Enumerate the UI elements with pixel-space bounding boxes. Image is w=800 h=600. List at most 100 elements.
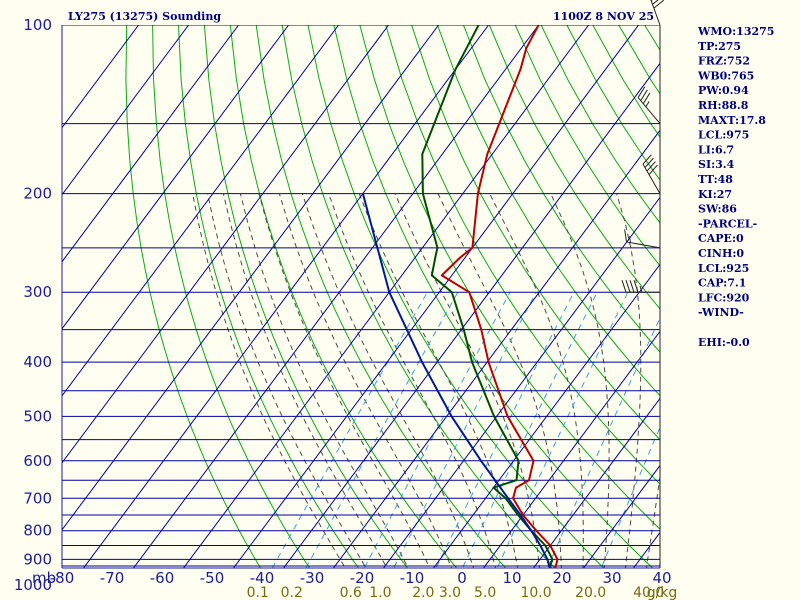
pressure-tick-label: 700 [23,489,52,507]
moist-adiabat [358,193,519,568]
pressure-tick-label: 1000 [14,576,52,594]
dry-adiabat [437,25,660,397]
index-value: PW:0.94 [698,84,749,97]
wind-barbs [621,0,665,568]
wind-barb-flag [621,280,627,293]
temperature-tick-label: -80 [50,569,75,587]
isotherm [132,25,540,568]
temperature-tick-label: 40 [652,569,671,587]
temperature-tick-label: 0 [457,569,467,587]
index-value: RH:88.8 [698,99,749,112]
index-value: CAPE:0 [698,232,744,245]
index-value: WB0:765 [697,69,754,82]
dry-adiabat [592,25,660,138]
mixing-ratio-label: 2.0 [412,585,434,600]
index-value: LCL:925 [698,262,749,275]
wind-barb-flag [642,92,651,104]
dry-adiabat [203,25,409,568]
moist-adiabat [550,193,610,568]
mixing-ratio-label: 10.0 [520,585,551,600]
dry-adiabat [178,25,360,568]
pressure-tick-label: 100 [23,16,52,34]
pressure-tick-label: 200 [23,185,52,203]
pressure-tick-label: 300 [23,283,52,301]
dewpoint-line [421,25,554,568]
wind-barb-flag [648,164,658,175]
mixing-ratio-label: 5.0 [474,585,496,600]
mixing-ratio-line [271,291,428,568]
mixing-ratio-label: 1.0 [369,585,391,600]
moist-adiabat [328,193,497,568]
wind-barb-flag [625,280,631,293]
dry-adiabat [540,25,660,224]
parcel-line [361,193,553,568]
series-layer [361,25,559,568]
wind-barb-flag [652,0,659,5]
wind-barb-shaft [642,163,661,194]
wind-barb-flag [650,0,653,1]
wind-barb-flag [642,154,652,165]
dry-adiabat [125,25,262,568]
isotherm [62,25,240,263]
mixing-ratio-line [305,291,459,568]
moist-adiabat [192,193,346,568]
index-value: TT:48 [698,173,733,186]
mixing-ratio-line [393,291,537,568]
mixing-ratio-label: 0.2 [281,585,303,600]
index-value: LCL:975 [698,129,749,142]
dry-adiabat [566,25,660,181]
mixing-ratio-label: 0.1 [247,585,269,600]
index-value: -WIND- [698,306,744,319]
moist-adiabat [394,193,541,568]
moist-adiabat [258,193,431,568]
index-value: CINH:0 [698,247,744,260]
chart-title: LY275 (13275) Sounding [68,10,221,23]
dry-adiabat [514,25,660,267]
mixing-ratio-unit-label: g/kg [647,585,678,600]
isotherm [62,25,140,129]
moist-adiabat [301,193,475,568]
index-value: CAP:7.1 [698,277,746,290]
isotherm [332,129,660,568]
wind-barb-flag [646,161,656,172]
index-value: LI:6.7 [698,143,734,156]
moist-adiabat [239,193,409,568]
temperature-tick-label: -10 [400,569,425,587]
mixing-ratio-label: 40.0 [633,585,664,600]
isotherm [382,196,660,568]
moist-adiabat [222,193,388,568]
dry-adiabat [152,25,311,568]
dry-adiabat [748,25,800,597]
moist-adiabat [645,472,660,568]
index-value: -PARCEL- [698,217,757,230]
index-value: WMO:13275 [697,25,774,38]
dry-adiabat [333,25,654,568]
mixing-ratio-label: 20.0 [575,585,606,600]
dry-adiabat [774,25,800,597]
mixing-ratio-label: 3.0 [439,585,461,600]
grid-layer [62,25,800,597]
temperature-tick-label: -20 [350,569,375,587]
temperature-tick-label: -30 [300,569,325,587]
wind-barb-half-flag [645,101,650,108]
dry-adiabat [281,25,556,568]
index-value: FRZ:752 [698,55,750,68]
temperature-line [440,25,559,568]
isotherm [62,25,340,397]
wind-barb-shaft [650,0,661,26]
wind-barb-shaft [626,241,661,249]
pressure-tick-label: 800 [23,522,52,540]
mixing-ratio-label: 0.6 [340,585,362,600]
pressure-tick-label: 600 [23,452,52,470]
temperature-tick-label: -40 [250,569,275,587]
index-value: MAXT:17.8 [698,114,766,127]
wind-barb-flag [633,280,639,293]
index-value: SW:86 [698,203,737,216]
temperature-tick-label: -60 [150,569,175,587]
dry-adiabat [255,25,507,568]
pressure-tick-label: 500 [23,407,52,425]
pressure-tick-label: 900 [23,550,52,568]
dry-adiabat [385,25,660,485]
